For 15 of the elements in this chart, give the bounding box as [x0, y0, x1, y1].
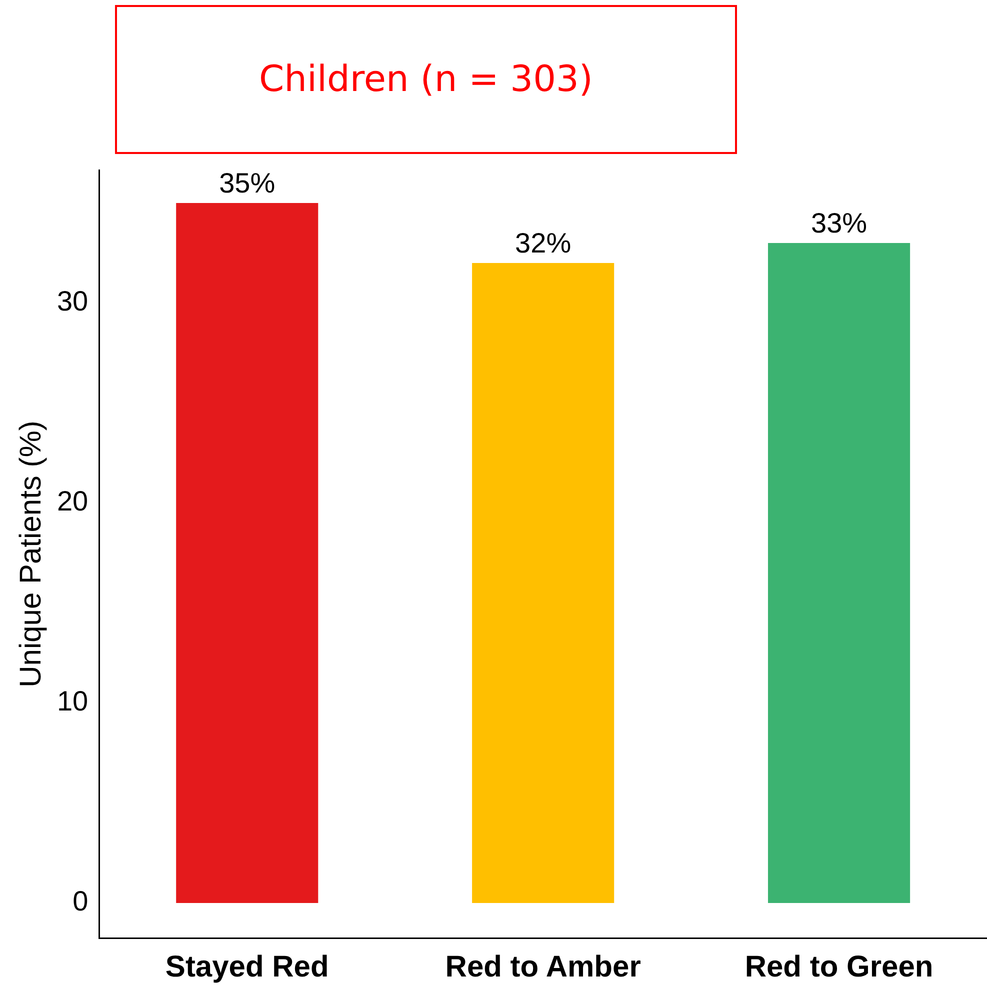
- data-label: 33%: [811, 208, 868, 239]
- y-tick-label: 20: [56, 486, 88, 517]
- x-tick-label: Stayed Red: [165, 950, 329, 984]
- bar: [472, 263, 614, 903]
- x-tick-label: Red to Green: [744, 950, 934, 984]
- y-tick-label: 10: [56, 686, 88, 717]
- y-axis-title: Unique Patients (%): [14, 420, 48, 688]
- y-tick-label: 0: [72, 886, 88, 917]
- y-tick-label: 30: [56, 286, 88, 317]
- data-label: 32%: [515, 228, 572, 259]
- bar: [768, 243, 910, 903]
- chart-title: Children (n = 303): [115, 5, 737, 154]
- bar: [176, 203, 318, 903]
- x-tick-label: Red to Amber: [445, 950, 642, 984]
- data-label: 35%: [219, 168, 276, 199]
